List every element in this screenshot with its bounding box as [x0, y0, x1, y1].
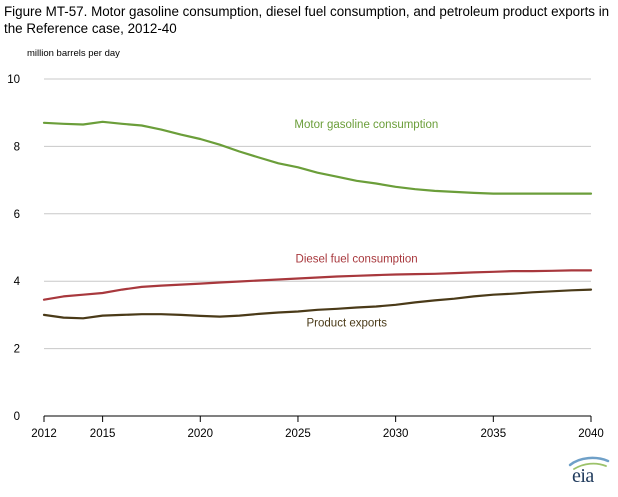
x-axis: 2012 2015 2020 2025 2030 2035 2040 — [31, 415, 604, 440]
y-tick-label: 8 — [14, 141, 20, 153]
series-label-product-exports: Product exports — [307, 318, 388, 330]
series-line-motor-gasoline-consumption — [42, 120, 593, 195]
x-tick-label: 2040 — [578, 428, 604, 440]
y-tick-label: 10 — [7, 74, 20, 86]
series-line-diesel-fuel-consumption — [42, 269, 593, 301]
x-tick-label: 2015 — [90, 428, 116, 440]
x-tick-label: 2030 — [383, 428, 409, 440]
y-axis-unit-label: million barrels per day — [27, 48, 120, 59]
y-axis-ticks: 0 2 4 6 8 10 — [7, 74, 20, 423]
eia-logo-swoosh-icon — [568, 456, 610, 470]
series-label-motor-gasoline-consumption: Motor gasoline consumption — [294, 119, 438, 131]
y-tick-label: 0 — [14, 411, 20, 423]
series-labels: Motor gasoline consumption Diesel fuel co… — [294, 119, 438, 330]
chart-title: Figure MT-57. Motor gasoline consumption… — [4, 4, 610, 36]
series-line-product-exports — [42, 288, 593, 320]
series-lines — [42, 120, 593, 320]
x-tick-label: 2012 — [31, 428, 57, 440]
y-tick-label: 2 — [14, 344, 20, 356]
grid-lines — [44, 78, 591, 350]
eia-logo-text: eia — [572, 465, 594, 487]
x-tick-label: 2025 — [285, 428, 311, 440]
y-tick-label: 6 — [14, 209, 20, 221]
x-tick-label: 2020 — [187, 428, 213, 440]
series-label-diesel-fuel-consumption: Diesel fuel consumption — [296, 254, 418, 266]
x-tick-label: 2035 — [481, 428, 507, 440]
y-tick-label: 4 — [14, 276, 21, 288]
